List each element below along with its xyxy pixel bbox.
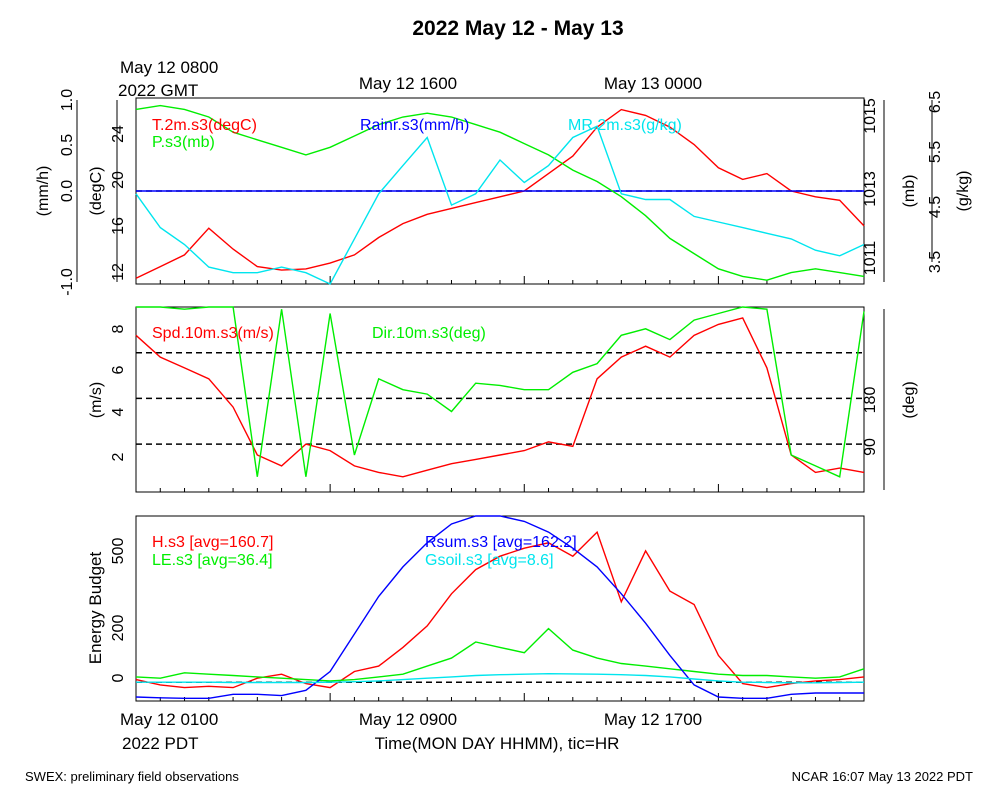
energy-tick-200: 200 xyxy=(110,615,127,642)
temp-tick-16: 16 xyxy=(110,217,127,235)
chart-title: 2022 May 12 - May 13 xyxy=(412,17,623,40)
mr-tick-35: 3.5 xyxy=(927,251,944,273)
pres-tick-1013: 1013 xyxy=(862,171,879,207)
series-line-cyan xyxy=(135,125,865,285)
legend-wind-direction: Dir.10m.s3(deg) xyxy=(372,325,486,342)
mr-axis-label: (g/kg) xyxy=(955,171,972,212)
panel-energy: H.s3 [avg=160.7] LE.s3 [avg=36.4] Rsum.s… xyxy=(86,515,865,702)
series-line-green xyxy=(135,104,865,281)
bottom-time-label-2: May 12 1700 xyxy=(604,710,702,729)
bottom-time-label-0-line2: 2022 PDT xyxy=(122,734,199,753)
mr-tick-45: 4.5 xyxy=(927,196,944,218)
legend-temperature: T.2m.s3(degC) xyxy=(152,117,257,134)
wind-speed-axis-label: (m/s) xyxy=(88,382,105,418)
series-line-red xyxy=(135,317,865,478)
series-line-cyan xyxy=(136,672,865,684)
legend-rsum: Rsum.s3 [avg=162.2] xyxy=(425,534,577,551)
rain-axis-label: (mm/h) xyxy=(35,166,52,217)
legend-pressure: P.s3(mb) xyxy=(152,134,215,151)
legend-soil-heat: Gsoil.s3 [avg=8.6] xyxy=(425,552,554,569)
footer-left: SWEX: preliminary field observations xyxy=(25,769,239,784)
temp-axis-label: (degC) xyxy=(88,167,105,216)
spd-tick-2: 2 xyxy=(110,452,127,461)
mr-tick-65: 6.5 xyxy=(927,91,944,113)
panel-wind: Spd.10m.s3(m/s) Dir.10m.s3(deg) (m/s) 2 … xyxy=(88,306,918,493)
series-line-red xyxy=(135,108,865,279)
energy-tick-0: 0 xyxy=(110,673,127,682)
legend-latent-heat: LE.s3 [avg=36.4] xyxy=(152,552,273,569)
energy-axis-label: Energy Budget xyxy=(86,551,105,664)
legend-sensible-heat: H.s3 [avg=160.7] xyxy=(152,534,273,551)
bottom-time-label-0-line1: May 12 0100 xyxy=(120,710,218,729)
spd-tick-6: 6 xyxy=(110,365,127,374)
spd-tick-4: 4 xyxy=(110,407,127,416)
dir-tick-180: 180 xyxy=(862,387,879,414)
panel-meteorology-marks xyxy=(135,104,865,285)
temp-tick-20: 20 xyxy=(110,171,127,189)
pres-tick-1015: 1015 xyxy=(862,98,879,134)
top-time-label-0-line1: May 12 0800 xyxy=(120,58,218,77)
panel-wind-marks xyxy=(135,306,865,492)
energy-tick-500: 500 xyxy=(110,538,127,565)
legend-wind-speed: Spd.10m.s3(m/s) xyxy=(152,325,274,342)
spd-tick-8: 8 xyxy=(110,324,127,333)
legend-mixing-ratio: MR.2m.s3(g/kg) xyxy=(568,117,682,134)
temp-tick-24: 24 xyxy=(110,125,127,143)
rain-tick-neg1: -1.0 xyxy=(59,268,76,296)
top-time-label-0-line2: 2022 GMT xyxy=(118,81,198,100)
temp-tick-12: 12 xyxy=(110,263,127,281)
pressure-axis-label: (mb) xyxy=(901,175,918,208)
dir-tick-90: 90 xyxy=(862,438,879,456)
top-time-label-1: May 12 1600 xyxy=(359,74,457,93)
mr-tick-55: 5.5 xyxy=(927,141,944,163)
top-time-label-2: May 13 0000 xyxy=(604,74,702,93)
series-line-red xyxy=(135,530,865,689)
pres-tick-1011: 1011 xyxy=(862,241,879,276)
rain-tick-1: 1.0 xyxy=(59,89,76,111)
footer-right: NCAR 16:07 May 13 2022 PDT xyxy=(792,769,973,784)
rain-tick-05: 0.5 xyxy=(59,134,76,156)
x-axis-label: Time(MON DAY HHMM), tic=HR xyxy=(375,734,620,753)
bottom-time-label-1: May 12 0900 xyxy=(359,710,457,729)
series-line-blue xyxy=(135,515,864,699)
series-line-green xyxy=(136,306,865,478)
series-line-green xyxy=(135,627,865,682)
rain-tick-0: 0.0 xyxy=(59,180,76,202)
direction-axis-label: (deg) xyxy=(901,381,918,418)
legend-rain-rate: Rainr.s3(mm/h) xyxy=(360,117,469,134)
panel-meteorology: T.2m.s3(degC) P.s3(mb) Rainr.s3(mm/h) MR… xyxy=(35,89,972,296)
panel-energy-marks xyxy=(135,515,865,701)
